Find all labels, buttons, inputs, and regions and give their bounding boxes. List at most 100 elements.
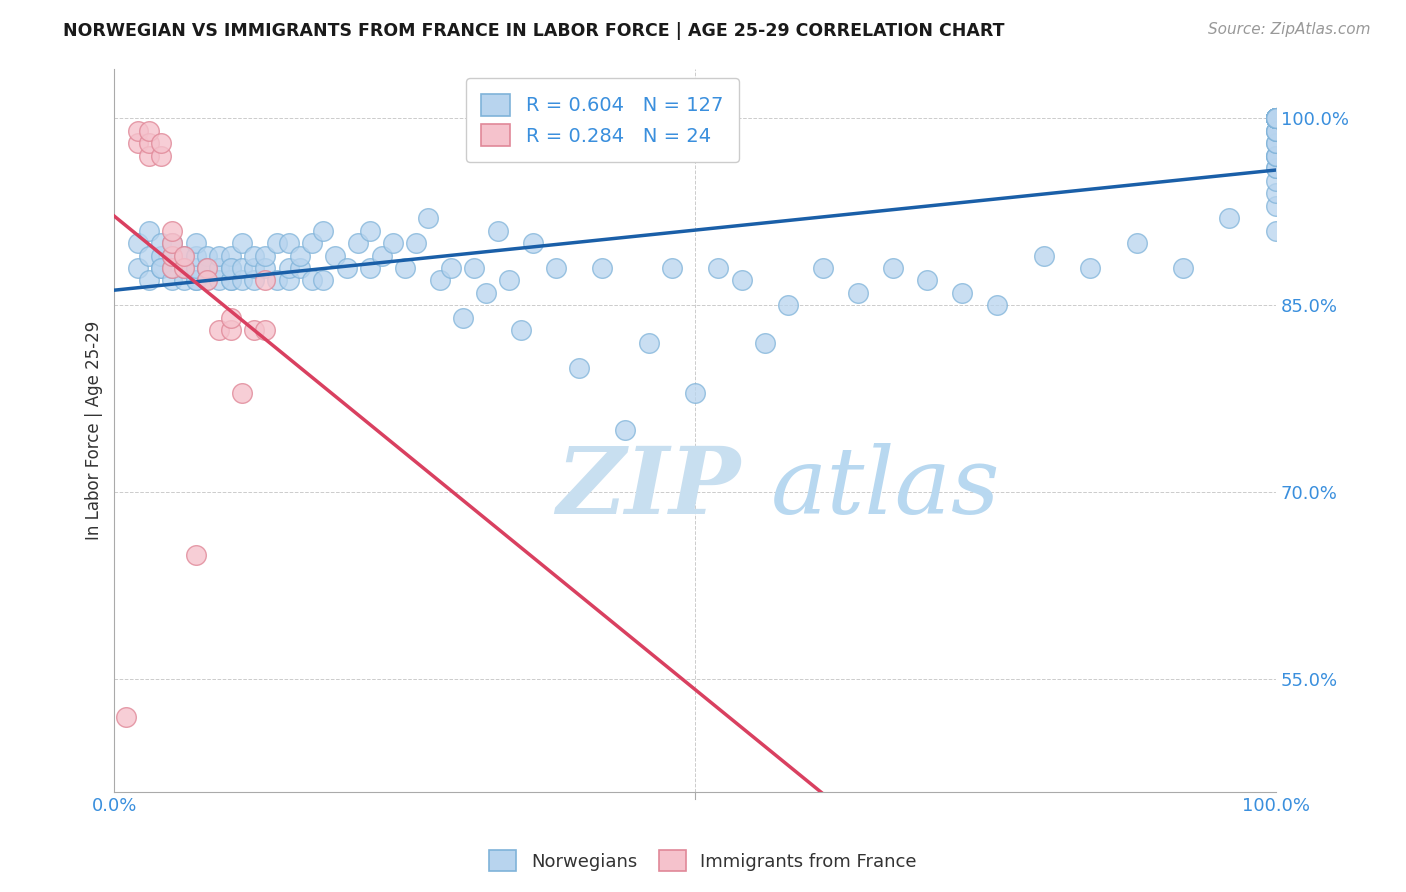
Point	[475, 285, 498, 300]
Point	[173, 260, 195, 275]
Point	[1265, 112, 1288, 126]
Point	[730, 273, 752, 287]
Point	[811, 260, 834, 275]
Point	[917, 273, 939, 287]
Point	[1265, 199, 1288, 213]
Point	[370, 248, 392, 262]
Point	[162, 260, 184, 275]
Point	[1265, 112, 1288, 126]
Point	[231, 236, 253, 251]
Point	[1265, 112, 1288, 126]
Point	[184, 273, 207, 287]
Point	[1265, 112, 1288, 126]
Point	[1265, 112, 1288, 126]
Point	[219, 248, 242, 262]
Point	[162, 236, 184, 251]
Point	[208, 273, 231, 287]
Point	[162, 224, 184, 238]
Point	[231, 260, 253, 275]
Point	[1265, 112, 1288, 126]
Point	[173, 260, 195, 275]
Point	[1265, 174, 1288, 188]
Point	[149, 248, 172, 262]
Point	[1032, 248, 1054, 262]
Point	[522, 236, 544, 251]
Point	[1265, 112, 1288, 126]
Point	[986, 298, 1008, 312]
Point	[498, 273, 520, 287]
Point	[138, 149, 160, 163]
Point	[243, 248, 266, 262]
Text: ZIP: ZIP	[555, 443, 740, 533]
Point	[1265, 149, 1288, 163]
Point	[266, 236, 288, 251]
Legend: R = 0.604   N = 127, R = 0.284   N = 24: R = 0.604 N = 127, R = 0.284 N = 24	[465, 78, 740, 162]
Point	[1265, 112, 1288, 126]
Point	[1265, 161, 1288, 176]
Point	[138, 124, 160, 138]
Point	[208, 248, 231, 262]
Point	[754, 335, 776, 350]
Point	[1265, 112, 1288, 126]
Point	[336, 260, 359, 275]
Point	[1265, 112, 1288, 126]
Point	[149, 149, 172, 163]
Point	[1265, 149, 1288, 163]
Point	[614, 423, 637, 437]
Point	[231, 273, 253, 287]
Point	[162, 260, 184, 275]
Point	[127, 136, 149, 151]
Point	[544, 260, 567, 275]
Point	[162, 236, 184, 251]
Point	[486, 224, 509, 238]
Point	[451, 310, 474, 325]
Point	[323, 248, 346, 262]
Point	[208, 260, 231, 275]
Point	[1265, 161, 1288, 176]
Point	[637, 335, 659, 350]
Point	[277, 273, 299, 287]
Point	[254, 260, 277, 275]
Point	[1265, 112, 1288, 126]
Point	[707, 260, 730, 275]
Point	[195, 248, 218, 262]
Point	[416, 211, 439, 226]
Point	[219, 310, 242, 325]
Point	[219, 260, 242, 275]
Point	[277, 260, 299, 275]
Point	[1265, 112, 1288, 126]
Point	[778, 298, 800, 312]
Point	[138, 136, 160, 151]
Point	[173, 248, 195, 262]
Point	[683, 385, 706, 400]
Point	[162, 248, 184, 262]
Point	[440, 260, 463, 275]
Point	[184, 260, 207, 275]
Point	[382, 236, 405, 251]
Legend: Norwegians, Immigrants from France: Norwegians, Immigrants from France	[482, 843, 924, 879]
Point	[463, 260, 485, 275]
Point	[1265, 136, 1288, 151]
Point	[1265, 149, 1288, 163]
Point	[1218, 211, 1240, 226]
Point	[591, 260, 613, 275]
Point	[254, 273, 277, 287]
Text: atlas: atlas	[770, 443, 1000, 533]
Point	[1265, 112, 1288, 126]
Y-axis label: In Labor Force | Age 25-29: In Labor Force | Age 25-29	[86, 320, 103, 540]
Point	[1265, 112, 1288, 126]
Text: NORWEGIAN VS IMMIGRANTS FROM FRANCE IN LABOR FORCE | AGE 25-29 CORRELATION CHART: NORWEGIAN VS IMMIGRANTS FROM FRANCE IN L…	[63, 22, 1005, 40]
Point	[149, 260, 172, 275]
Point	[138, 224, 160, 238]
Point	[266, 273, 288, 287]
Point	[195, 260, 218, 275]
Point	[1265, 112, 1288, 126]
Point	[115, 710, 138, 724]
Point	[359, 224, 381, 238]
Point	[195, 273, 218, 287]
Point	[173, 260, 195, 275]
Point	[1171, 260, 1194, 275]
Point	[195, 260, 218, 275]
Point	[312, 273, 335, 287]
Point	[127, 260, 149, 275]
